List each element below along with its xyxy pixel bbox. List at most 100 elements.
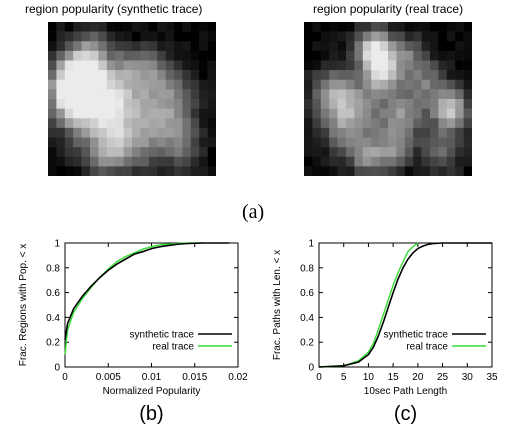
heatmap-cell [48, 166, 57, 176]
heatmap-cell [115, 89, 124, 100]
heatmap-cell [148, 79, 158, 90]
heatmap-cell [140, 22, 150, 32]
heatmap-cell [388, 118, 397, 129]
heatmap-cell [90, 166, 99, 176]
heatmap-cell [312, 70, 322, 81]
heatmap-cell [182, 156, 192, 167]
heatmap-cell [81, 137, 91, 148]
heatmap-cell [73, 70, 82, 81]
heatmap-cell [73, 22, 82, 32]
heatmap-cell [140, 70, 150, 81]
y-tick-label: 0.2 [46, 338, 60, 349]
heatmap-cell [396, 99, 406, 109]
heatmap-cell [329, 99, 338, 109]
heatmap-cell [388, 89, 397, 100]
heatmap-cell [413, 31, 422, 42]
heatmap-cell [337, 156, 347, 167]
heatmap-cell [404, 108, 414, 119]
heatmap-cell [329, 22, 338, 32]
heatmap-cell [182, 99, 192, 109]
heatmap-cell [388, 50, 397, 61]
heatmap-cell [354, 137, 364, 148]
heatmap-cell [123, 137, 133, 148]
heatmap-cell [346, 118, 355, 129]
heatmap-cell [371, 50, 380, 61]
heatmap-cell [48, 127, 57, 138]
heatmap-cell [320, 127, 330, 138]
heatmap-cell [123, 79, 133, 90]
heatmap-cell [106, 166, 116, 176]
heatmap-cell [106, 137, 116, 148]
heatmap-cell [312, 50, 322, 61]
heatmap-cell [438, 41, 448, 52]
heatmap-cell [413, 89, 422, 100]
heatmap-cell [329, 60, 338, 71]
heatmap-cell [404, 127, 414, 138]
heatmap-cell [140, 147, 150, 158]
heatmap-cell [115, 31, 124, 42]
heatmap-cell [182, 22, 192, 32]
heatmap-cell [438, 89, 448, 100]
heatmap-cell [354, 22, 364, 32]
heatmap-cell [148, 118, 158, 129]
heatmap-cell [174, 137, 183, 148]
heatmap-cell [81, 108, 91, 119]
heatmap-cell [396, 41, 406, 52]
heatmap-cell [362, 166, 372, 176]
heatmap-cell [132, 127, 141, 138]
heatmap-cell [207, 31, 216, 42]
heatmap-cell [388, 99, 397, 109]
heatmap-cell [90, 60, 99, 71]
y-tick-label: 0.4 [300, 313, 314, 324]
heatmap-cell [182, 147, 192, 158]
heatmap-cell [455, 127, 464, 138]
heatmap-cell [140, 31, 150, 42]
heatmap-cell [90, 41, 99, 52]
heatmap-cell [115, 50, 124, 61]
heatmap-cell [48, 156, 57, 167]
heatmap-cell [320, 108, 330, 119]
heatmap-cell [346, 147, 355, 158]
heatmap-cell [190, 108, 200, 119]
heatmap-cell [346, 89, 355, 100]
heatmap-cell [320, 166, 330, 176]
heatmap-cell [199, 22, 208, 32]
heatmap-cell [312, 108, 322, 119]
x-tick-label: 10 [363, 372, 375, 383]
heatmap-cell [463, 108, 472, 119]
heatmap-cell [421, 50, 431, 61]
heatmap-cell [312, 156, 322, 167]
heatmap-cell [446, 147, 456, 158]
heatmap-cell [106, 156, 116, 167]
heatmap-cell [455, 22, 464, 32]
heatmap-cell [304, 137, 313, 148]
heatmap-cell [362, 137, 372, 148]
heatmap-cell [157, 89, 166, 100]
heatmap-cell [157, 137, 166, 148]
heatmap-cell [354, 89, 364, 100]
heatmap-cell [463, 60, 472, 71]
heatmap-cell [132, 156, 141, 167]
heatmap-cell [304, 127, 313, 138]
heatmap-cell [174, 50, 183, 61]
heatmap-cell [140, 166, 150, 176]
x-tick-label: 0 [62, 372, 68, 383]
heatmap-cell [379, 127, 389, 138]
heatmap-cell [371, 118, 380, 129]
heatmap-cell [140, 50, 150, 61]
heatmap-cell [455, 31, 464, 42]
heatmap-cell [132, 79, 141, 90]
heatmap-cell [81, 79, 91, 90]
heatmap-cell [312, 127, 322, 138]
heatmap-cell [421, 89, 431, 100]
heatmap-cell [304, 22, 313, 32]
heatmap-cell [430, 118, 439, 129]
heatmap-cell [157, 127, 166, 138]
heatmap-cell [115, 147, 124, 158]
heatmap-cell [174, 108, 183, 119]
heatmap-cell [312, 147, 322, 158]
heatmap-cell [106, 108, 116, 119]
heatmap-cell [123, 70, 133, 81]
heatmap-cell [346, 22, 355, 32]
heatmap-cell [115, 22, 124, 32]
